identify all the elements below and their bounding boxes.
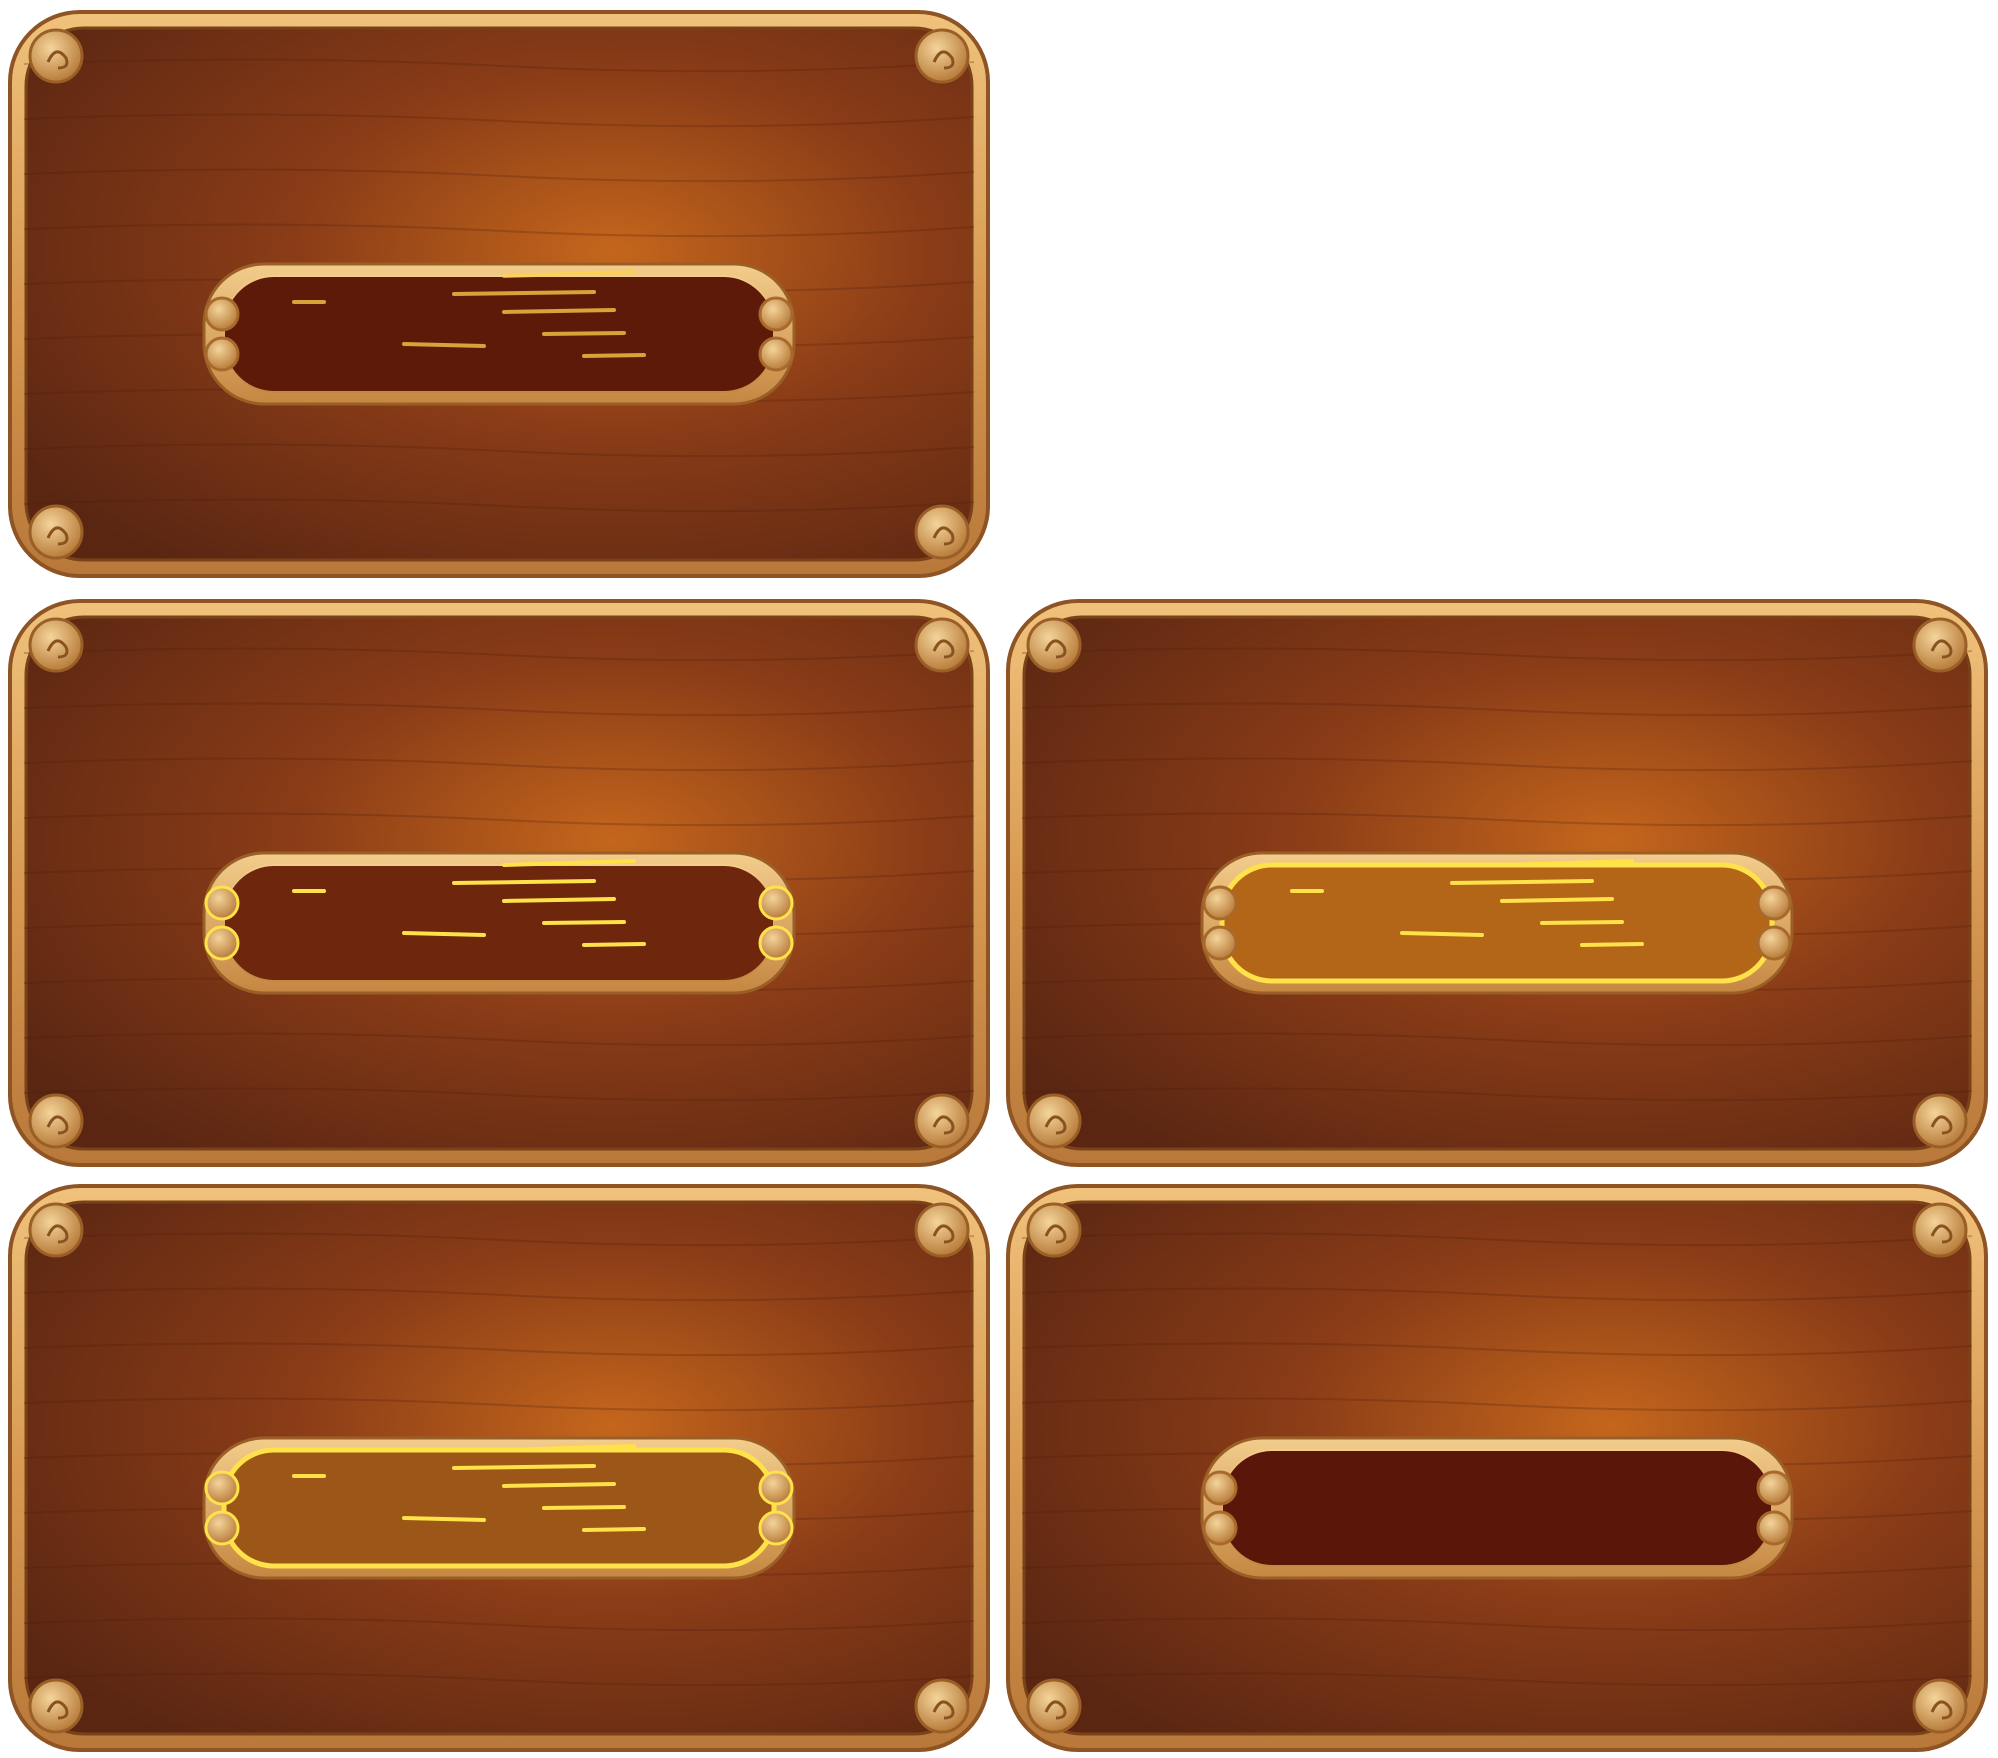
input-slot[interactable] xyxy=(202,1436,796,1580)
slot-swirl xyxy=(1202,925,1238,961)
corner-knob xyxy=(914,1678,970,1734)
slot-swirl xyxy=(1202,1470,1238,1506)
slot-swirl xyxy=(204,925,240,961)
corner-knob xyxy=(1026,1678,1082,1734)
input-slot[interactable] xyxy=(202,851,796,995)
glow-streak xyxy=(452,290,596,296)
wood-grain xyxy=(23,1232,975,1687)
glow-streak xyxy=(402,1516,486,1522)
glow-streak xyxy=(582,942,646,947)
slot-swirl xyxy=(204,1470,240,1506)
slot-swirl xyxy=(1756,885,1792,921)
glow-streak xyxy=(502,308,616,314)
slot-swirl xyxy=(758,336,794,372)
corner-knob xyxy=(1026,1093,1082,1149)
corner-knob xyxy=(914,1093,970,1149)
corner-knob xyxy=(28,28,84,84)
glow-streak xyxy=(1500,859,1634,867)
glow-streak xyxy=(542,1505,626,1510)
slot-swirl xyxy=(204,336,240,372)
glow-streak xyxy=(502,897,616,903)
input-slot[interactable] xyxy=(202,262,796,406)
glow-streak xyxy=(542,920,626,925)
glow-streak xyxy=(502,1444,636,1452)
glow-streak xyxy=(502,270,636,278)
slot-swirl xyxy=(758,296,794,332)
input-slot[interactable] xyxy=(1200,851,1794,995)
slot-swirl xyxy=(204,1510,240,1546)
corner-knob xyxy=(914,617,970,673)
input-slot[interactable] xyxy=(1200,1436,1794,1580)
glow-streak xyxy=(1540,920,1624,925)
corner-knob xyxy=(1912,1093,1968,1149)
corner-knob xyxy=(1026,617,1082,673)
glow-streak xyxy=(1400,931,1484,937)
slot-swirl xyxy=(1756,1510,1792,1546)
glow-streak xyxy=(582,1527,646,1532)
corner-knob xyxy=(914,1202,970,1258)
slot-swirl xyxy=(758,885,794,921)
corner-knob xyxy=(28,1202,84,1258)
corner-knob xyxy=(28,617,84,673)
corner-knob xyxy=(28,504,84,560)
glow-streak xyxy=(452,1464,596,1470)
slot-swirl xyxy=(758,925,794,961)
glow-streak xyxy=(1450,879,1594,885)
wood-panel-empty xyxy=(1002,1178,1992,1758)
corner-knob xyxy=(28,1093,84,1149)
glow-streak xyxy=(502,1482,616,1488)
glow-streak xyxy=(542,331,626,336)
corner-knob xyxy=(28,1678,84,1734)
slot-swirl xyxy=(1756,925,1792,961)
wood-panel-glowing-swirls xyxy=(4,1178,994,1758)
glow-streak xyxy=(402,342,486,348)
glow-streak xyxy=(1580,942,1644,947)
slot-swirl xyxy=(758,1510,794,1546)
slot-swirl xyxy=(1202,885,1238,921)
glow-streak xyxy=(1500,897,1614,903)
corner-knob xyxy=(1912,1202,1968,1258)
wood-panel-idle xyxy=(4,4,994,584)
glow-streak xyxy=(402,931,486,937)
slot-swirl xyxy=(758,1470,794,1506)
slot-swirl xyxy=(1202,1510,1238,1546)
corner-knob xyxy=(1912,617,1968,673)
corner-knob xyxy=(1026,1202,1082,1258)
slot-swirl xyxy=(1756,1470,1792,1506)
slot-swirl xyxy=(204,296,240,332)
corner-knob xyxy=(914,504,970,560)
slot-swirl xyxy=(204,885,240,921)
corner-knob xyxy=(1912,1678,1968,1734)
wood-panel-glowing xyxy=(1002,593,1992,1173)
glow-streak xyxy=(502,859,636,867)
glow-streak xyxy=(452,879,596,885)
glow-streak xyxy=(582,353,646,358)
corner-knob xyxy=(914,28,970,84)
wood-panel-highlighted xyxy=(4,593,994,1173)
